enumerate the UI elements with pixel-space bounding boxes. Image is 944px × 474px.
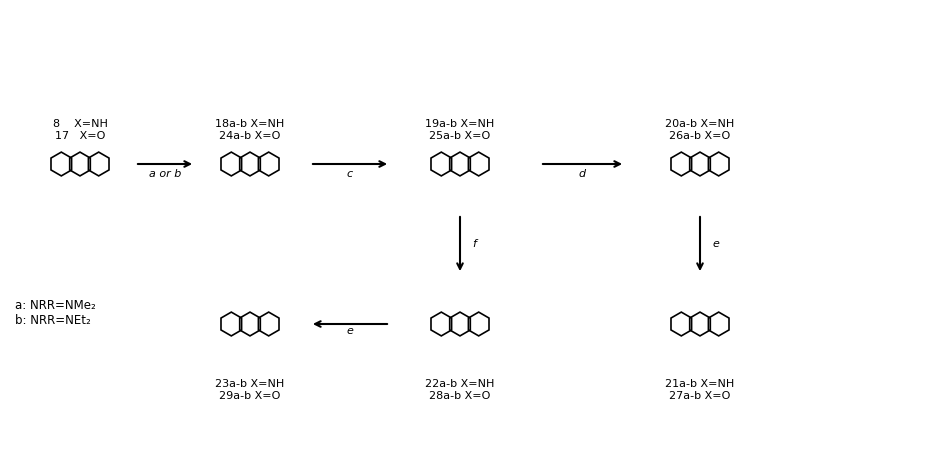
- Text: 18a-b X=NH
24a-b X=O: 18a-b X=NH 24a-b X=O: [215, 119, 284, 141]
- Text: d: d: [578, 169, 585, 179]
- Text: 20a-b X=NH
26a-b X=O: 20a-b X=NH 26a-b X=O: [665, 119, 733, 141]
- Text: e: e: [711, 239, 718, 249]
- Text: a or b: a or b: [148, 169, 181, 179]
- Text: e: e: [346, 326, 353, 336]
- Text: a: NRR=NMe₂
b: NRR=NEt₂: a: NRR=NMe₂ b: NRR=NEt₂: [15, 299, 95, 327]
- Text: 19a-b X=NH
25a-b X=O: 19a-b X=NH 25a-b X=O: [425, 119, 494, 141]
- Text: c: c: [346, 169, 353, 179]
- Text: f: f: [471, 239, 476, 249]
- Text: 22a-b X=NH
28a-b X=O: 22a-b X=NH 28a-b X=O: [425, 379, 494, 401]
- Text: 21a-b X=NH
27a-b X=O: 21a-b X=NH 27a-b X=O: [665, 379, 733, 401]
- Text: 23a-b X=NH
29a-b X=O: 23a-b X=NH 29a-b X=O: [215, 379, 284, 401]
- Text: 8    X=NH
17   X=O: 8 X=NH 17 X=O: [53, 119, 108, 141]
